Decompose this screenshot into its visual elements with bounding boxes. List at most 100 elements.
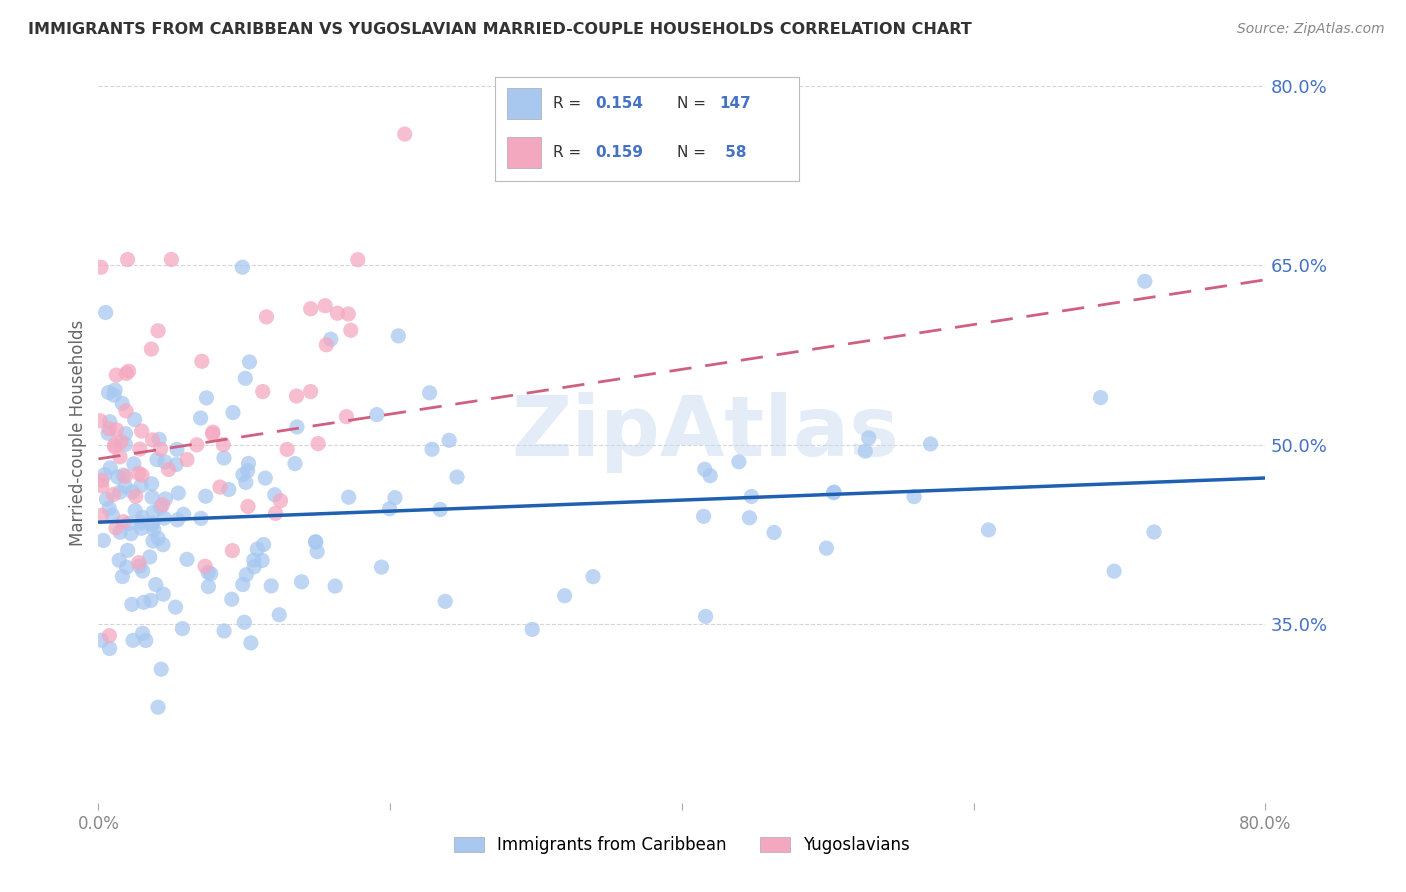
Point: [738, 510, 761, 524]
Point: [131, 516, 153, 530]
Point: [270, 493, 292, 508]
Point: [122, 633, 145, 648]
Point: [235, 475, 257, 490]
Point: [153, 455, 176, 469]
Point: [155, 491, 177, 506]
Point: [254, 471, 277, 485]
Point: [191, 354, 214, 368]
Point: [378, 501, 401, 516]
Point: [823, 485, 845, 500]
Point: [319, 332, 342, 346]
Point: [148, 432, 170, 446]
Point: [222, 406, 245, 420]
Point: [370, 560, 392, 574]
Point: [97, 385, 120, 400]
Point: [131, 564, 153, 578]
Point: [201, 425, 224, 439]
Point: [238, 355, 260, 369]
Point: [446, 470, 468, 484]
Point: [152, 498, 174, 512]
Point: [96, 492, 118, 507]
Point: [1143, 524, 1166, 539]
Point: [305, 535, 328, 549]
Point: [232, 467, 254, 482]
Point: [117, 252, 139, 267]
Point: [250, 553, 273, 567]
Point: [153, 511, 176, 525]
Point: [197, 580, 219, 594]
Point: [131, 626, 153, 640]
Point: [128, 556, 150, 570]
Point: [115, 560, 138, 574]
Point: [131, 424, 153, 438]
Point: [246, 542, 269, 557]
Point: [190, 511, 212, 525]
Point: [98, 641, 121, 656]
Point: [150, 662, 173, 676]
Point: [823, 485, 845, 500]
Point: [194, 559, 217, 574]
Point: [117, 364, 139, 378]
Point: [146, 700, 169, 714]
Point: [299, 301, 322, 316]
Point: [197, 566, 219, 580]
Point: [434, 594, 457, 608]
Point: [340, 323, 363, 337]
Point: [101, 508, 124, 522]
Point: [522, 623, 544, 637]
Point: [233, 371, 256, 385]
Point: [692, 509, 714, 524]
Point: [141, 490, 163, 504]
Point: [94, 305, 117, 319]
Point: [346, 252, 368, 267]
Point: [299, 384, 322, 399]
Point: [107, 470, 129, 484]
Text: Source: ZipAtlas.com: Source: ZipAtlas.com: [1237, 22, 1385, 37]
Point: [201, 426, 224, 441]
Text: ZipAtlas: ZipAtlas: [512, 392, 900, 473]
Point: [231, 260, 253, 275]
Point: [419, 385, 441, 400]
Point: [858, 431, 880, 445]
Point: [146, 452, 169, 467]
Point: [105, 423, 128, 437]
Point: [728, 455, 751, 469]
Point: [111, 569, 134, 583]
Point: [90, 473, 112, 487]
Point: [554, 589, 576, 603]
Point: [103, 487, 125, 501]
Point: [290, 574, 312, 589]
Point: [110, 434, 132, 449]
Point: [238, 457, 260, 471]
Point: [315, 338, 337, 352]
Point: [208, 480, 231, 494]
Point: [124, 412, 146, 426]
Point: [285, 420, 308, 434]
Point: [89, 414, 111, 428]
Point: [285, 389, 308, 403]
Point: [108, 485, 131, 500]
Legend: Immigrants from Caribbean, Yugoslavians: Immigrants from Caribbean, Yugoslavians: [447, 830, 917, 861]
Point: [108, 450, 131, 464]
Point: [128, 559, 150, 574]
Point: [853, 444, 876, 458]
Point: [384, 491, 406, 505]
Point: [114, 480, 136, 494]
Point: [108, 525, 131, 540]
Point: [304, 534, 326, 549]
Point: [256, 310, 278, 324]
Point: [977, 523, 1000, 537]
Point: [284, 457, 307, 471]
Point: [920, 437, 942, 451]
Point: [98, 460, 121, 475]
Point: [212, 624, 235, 638]
Point: [236, 464, 259, 478]
Point: [146, 324, 169, 338]
Point: [264, 507, 287, 521]
Point: [387, 329, 409, 343]
Point: [195, 391, 218, 405]
Point: [695, 609, 717, 624]
Point: [200, 566, 222, 581]
Point: [112, 468, 135, 483]
Point: [135, 633, 157, 648]
